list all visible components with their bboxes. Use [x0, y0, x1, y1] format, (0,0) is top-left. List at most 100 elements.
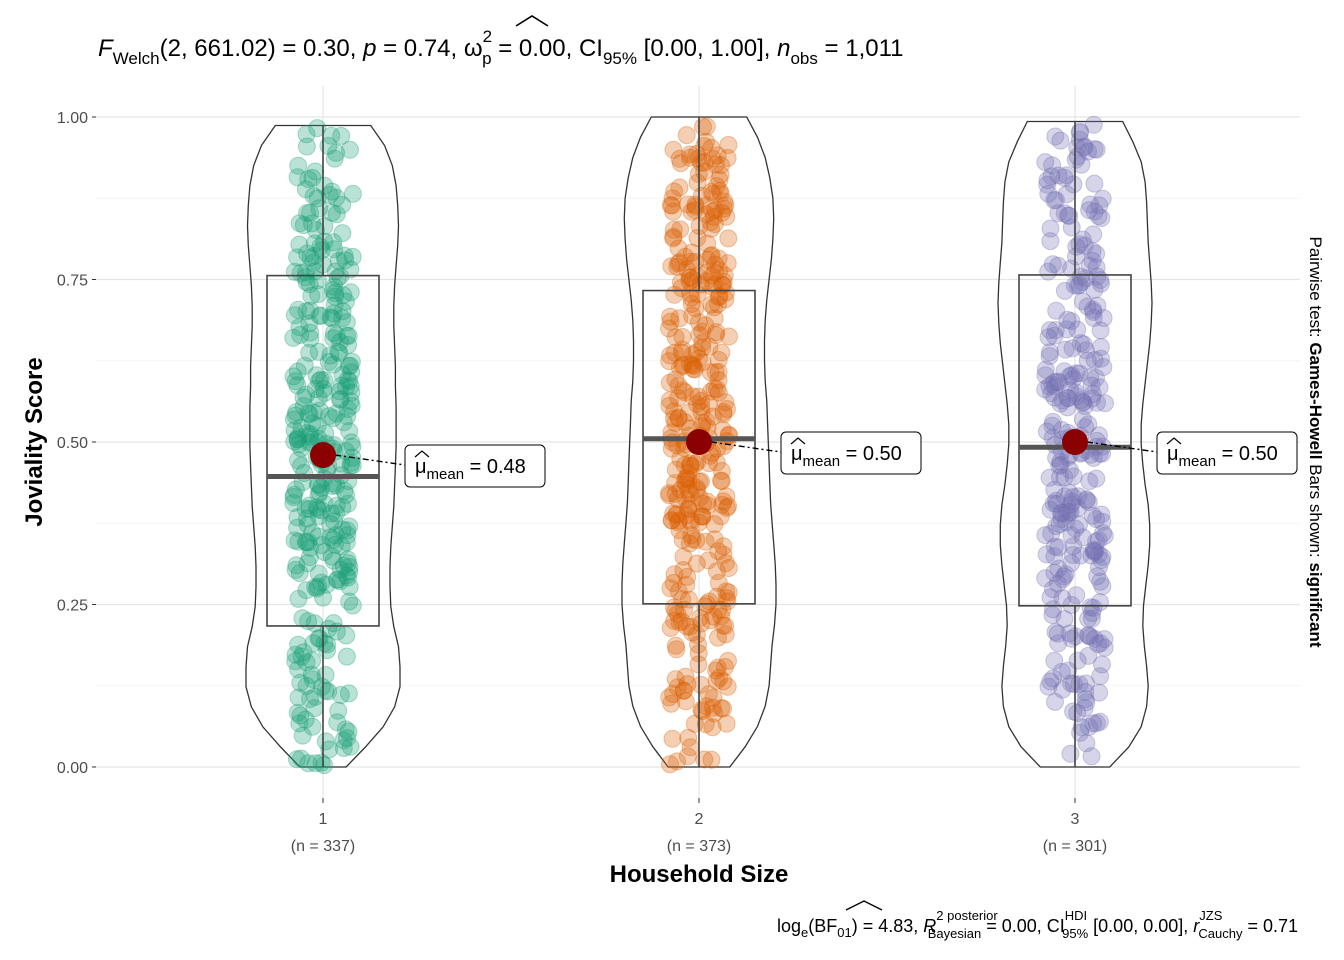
data-point: [693, 507, 712, 526]
data-point: [340, 562, 359, 581]
data-point: [683, 345, 702, 364]
data-point: [337, 485, 355, 504]
data-point: [284, 328, 303, 347]
data-point: [312, 241, 331, 260]
data-point: [1075, 137, 1094, 156]
data-point: [301, 690, 319, 708]
data-point: [716, 616, 735, 635]
data-point: [326, 535, 344, 554]
data-point: [1046, 191, 1065, 209]
data-point: [303, 214, 321, 233]
data-point: [679, 471, 698, 489]
data-point: [692, 614, 711, 633]
data-point: [319, 353, 338, 371]
data-point: [298, 515, 317, 534]
data-point: [1067, 586, 1086, 605]
data-point: [1064, 537, 1083, 556]
data-point: [695, 750, 714, 769]
data-point: [666, 474, 685, 493]
chart-subtitle: FWelch(2, 661.02) = 0.30, p = 0.74, ω2 p …: [98, 27, 904, 68]
data-point: [328, 269, 347, 288]
data-point: [1081, 368, 1100, 387]
data-point: [1063, 339, 1082, 358]
data-point: [1052, 504, 1070, 523]
data-point: [339, 554, 357, 573]
data-point: [692, 472, 711, 491]
data-point: [668, 604, 687, 623]
data-point: [1071, 546, 1090, 565]
data-point: [324, 409, 343, 428]
data-point: [688, 173, 707, 192]
data-point: [307, 366, 326, 385]
data-point: [327, 622, 346, 641]
data-point: [286, 652, 305, 671]
y-tick-label: 0.75: [57, 273, 88, 290]
data-point: [1060, 483, 1079, 502]
data-point: [286, 645, 305, 664]
data-point: [342, 363, 361, 382]
data-point: [284, 488, 303, 506]
data-point: [1087, 714, 1106, 733]
data-point: [341, 283, 360, 302]
data-point: [315, 371, 334, 390]
data-point: [1065, 276, 1084, 295]
data-point: [709, 351, 728, 369]
data-point: [288, 168, 307, 187]
data-point: [307, 498, 326, 517]
data-point: [660, 486, 679, 505]
data-point: [1068, 651, 1087, 670]
data-point: [699, 551, 718, 570]
data-point: [709, 628, 727, 647]
data-point: [288, 376, 307, 395]
data-point: [292, 647, 311, 666]
data-point: [1068, 320, 1087, 339]
data-point: [324, 324, 343, 342]
data-point: [319, 619, 338, 638]
data-point: [669, 389, 688, 407]
data-point: [716, 554, 735, 573]
data-point: [300, 405, 319, 424]
data-point: [675, 600, 693, 619]
mean-leader: [1086, 441, 1158, 453]
data-point: [337, 313, 356, 332]
data-point: [1084, 300, 1102, 319]
data-point: [331, 390, 350, 409]
mean-leader: [710, 441, 782, 453]
data-point: [322, 504, 341, 523]
data-point: [1062, 312, 1081, 331]
data-point: [296, 268, 315, 287]
data-point: [326, 287, 344, 306]
chart-caption: loge(BF01) = 4.83, R2 posterior Bayesian …: [777, 908, 1298, 941]
data-point: [337, 626, 356, 645]
data-point: [336, 720, 355, 739]
data-point: [710, 170, 729, 189]
data-point: [678, 747, 697, 766]
data-point: [321, 528, 340, 547]
data-point: [697, 205, 716, 224]
data-point: [669, 254, 688, 273]
data-point: [701, 363, 720, 382]
data-point: [322, 547, 341, 566]
data-point: [1046, 321, 1065, 340]
data-point: [704, 688, 723, 707]
data-point: [705, 704, 724, 723]
data-point: [1052, 510, 1071, 528]
data-point: [1040, 377, 1059, 396]
data-point: [315, 217, 334, 236]
data-point: [1048, 372, 1067, 391]
data-point: [680, 403, 698, 422]
group-3: μmean = 0.50: [997, 115, 1298, 768]
data-point: [312, 478, 331, 497]
data-point: [303, 523, 322, 542]
data-point: [698, 496, 717, 515]
data-point: [286, 372, 305, 391]
data-point: [1085, 140, 1104, 159]
data-point: [687, 144, 706, 163]
data-point: [704, 407, 722, 426]
data-point: [329, 252, 348, 270]
data-point: [308, 189, 327, 208]
data-point: [311, 306, 330, 325]
data-point: [686, 455, 705, 473]
data-point: [316, 681, 335, 700]
data-point: [1089, 207, 1108, 226]
